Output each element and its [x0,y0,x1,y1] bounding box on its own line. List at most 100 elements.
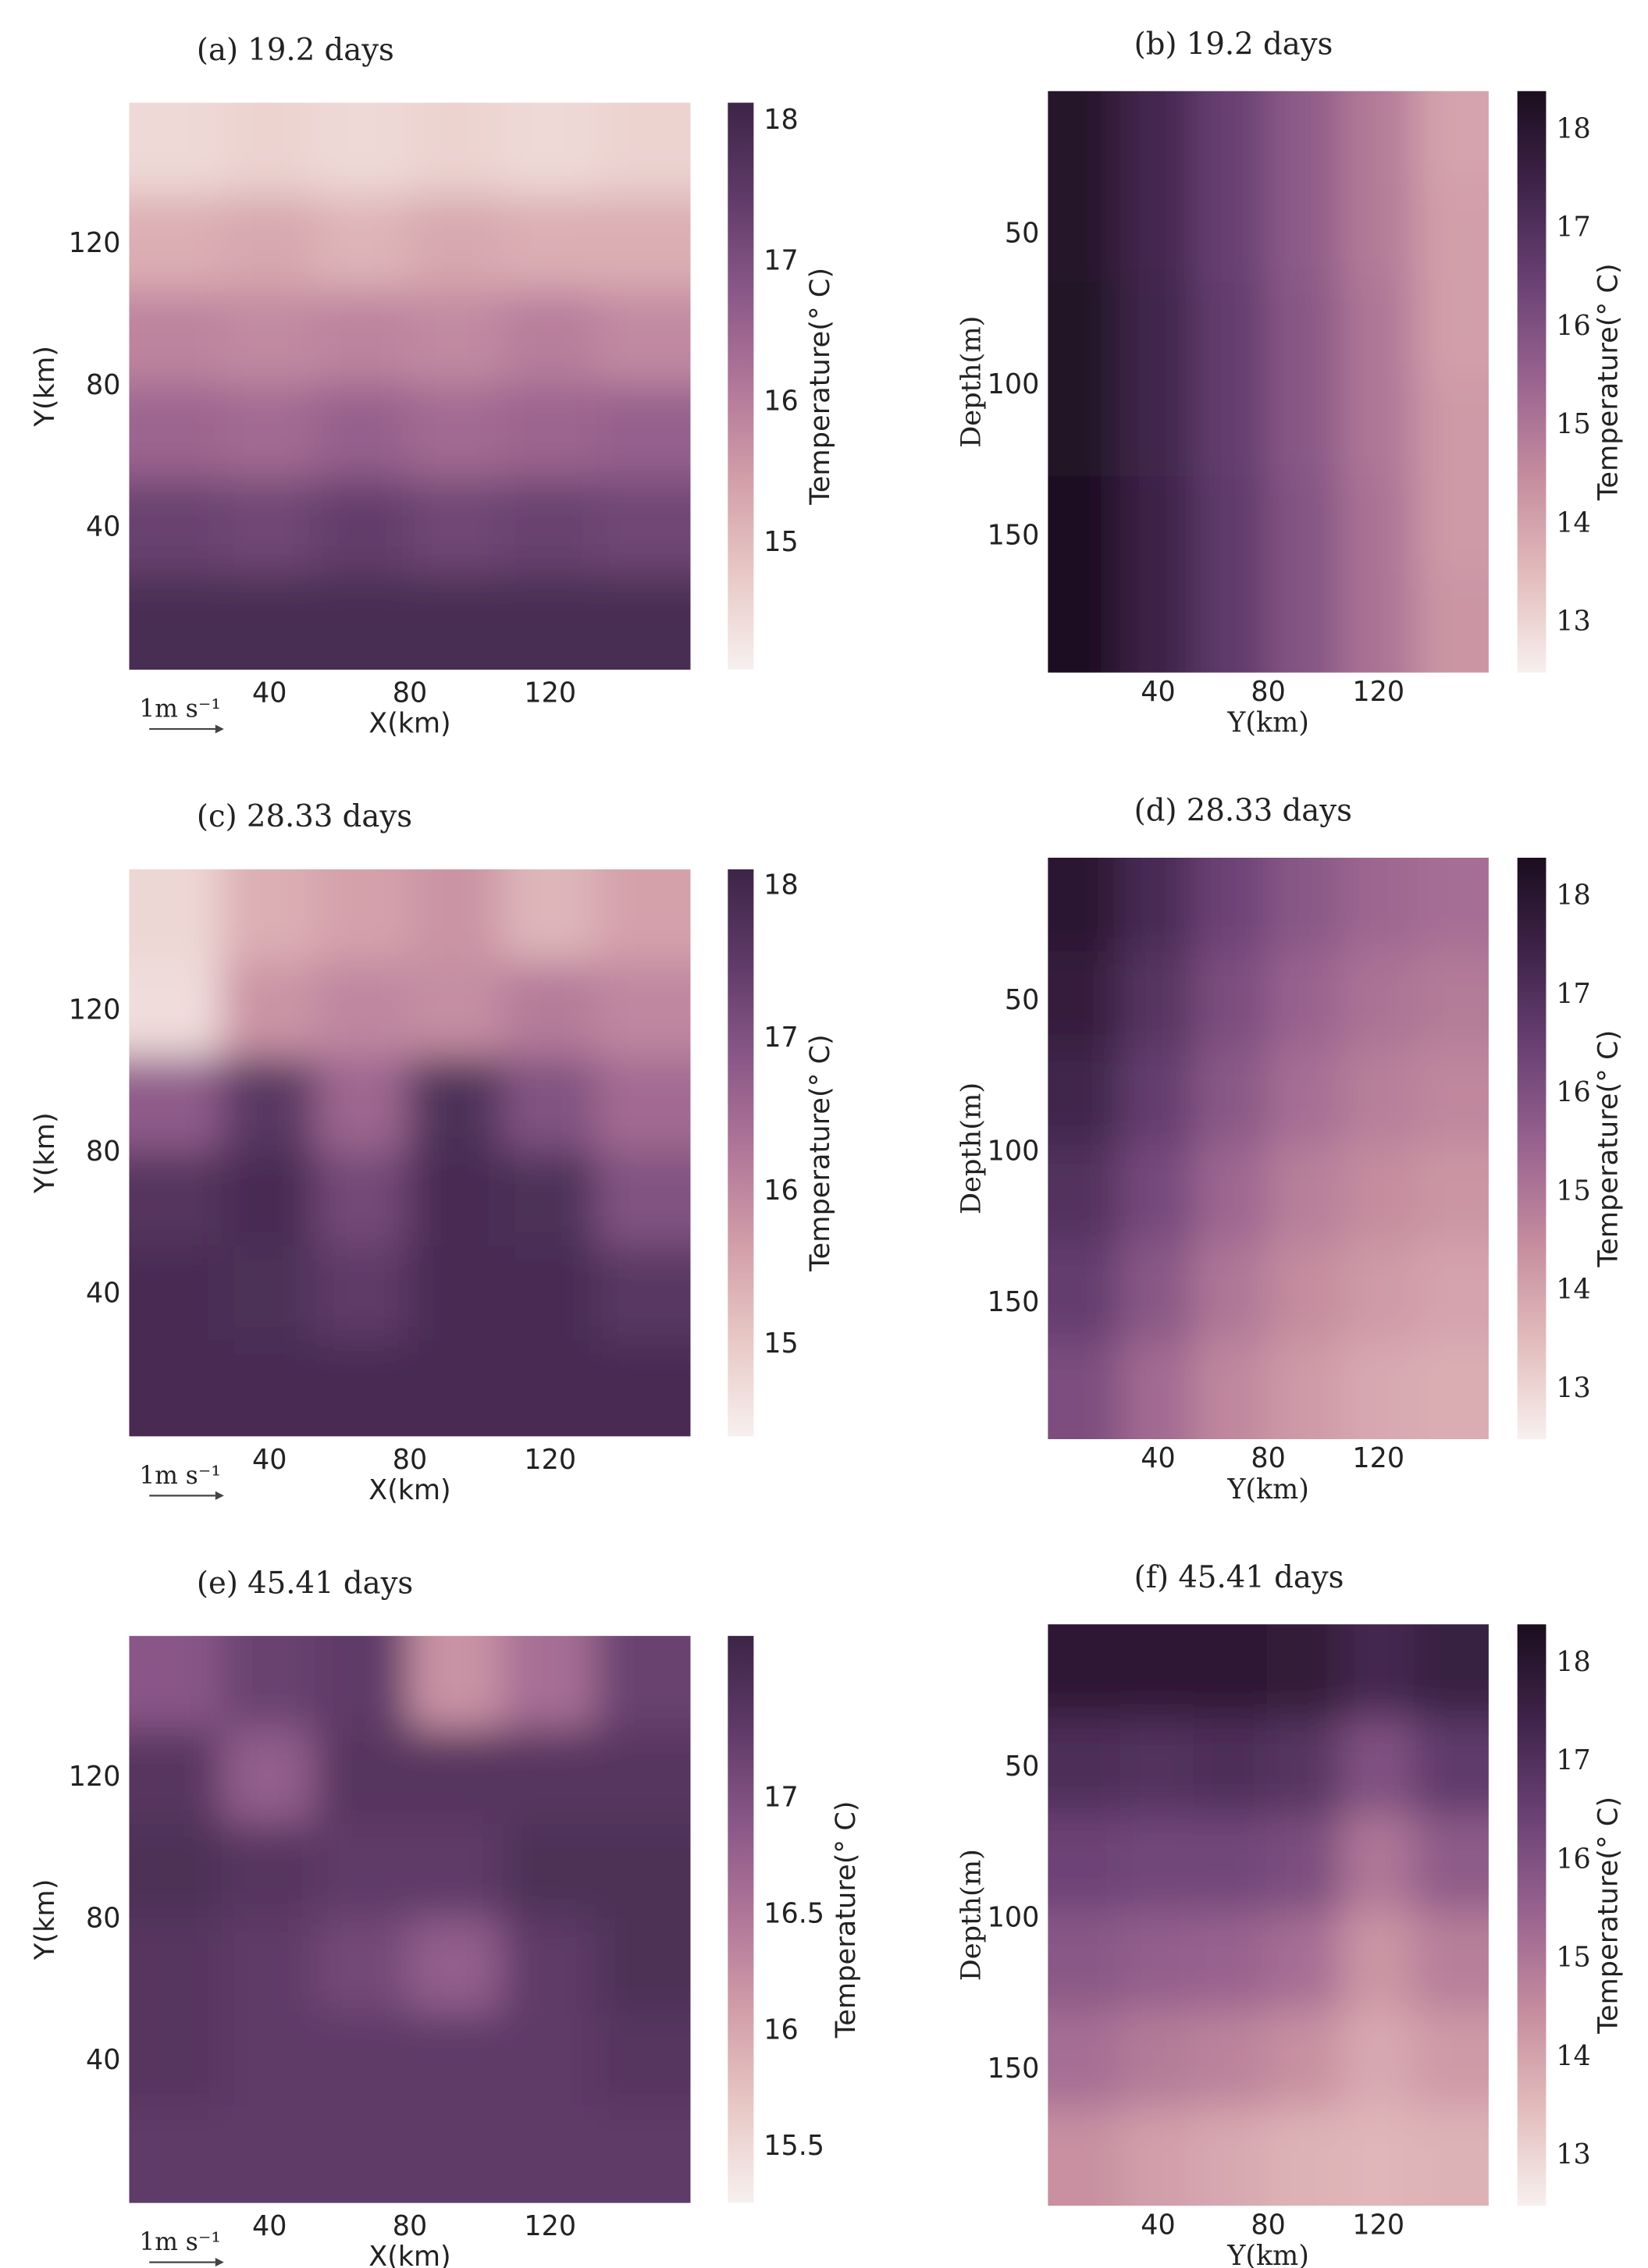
colorbar-tick-label: 15.5 [763,2130,824,2162]
field [41,1548,778,2268]
heat-cell [41,574,224,758]
colorbar-tick-label: 16 [763,385,798,417]
y-axis-label: Y(km) [29,346,61,428]
quiver-key-label: 1m s⁻¹ [139,1462,221,1490]
colorbar [1518,1624,1547,2206]
heat-cell [315,196,411,293]
heat-cell [408,2013,504,2110]
heat-cell [1120,1048,1197,1148]
heat-cell [1120,476,1197,577]
colorbar [1518,91,1547,673]
heat-cell [221,385,318,482]
y-axis-label: Depth(m) [956,1082,988,1214]
heat-cell [960,1243,1123,1344]
heat-cell [1194,282,1270,382]
heat-cell [1194,1048,1270,1148]
quiver-key-head [215,2258,224,2266]
y-tick-label: 50 [1005,1751,1039,1783]
heat-cell [221,1057,318,1154]
heat-cell [1120,1815,1197,1914]
x-tick-label: 120 [1352,676,1404,708]
colorbar-tick-label: 16 [763,1175,798,1207]
heat-cell [502,962,599,1060]
heat-cell [41,385,224,482]
colorbar-tick-label: 14 [1556,2040,1590,2072]
plot-area [960,768,1576,1527]
heat-cell [1120,574,1197,761]
heat-cell [960,951,1123,1051]
heat-cell [1120,185,1197,285]
colorbar-tick-label: 13 [1556,2138,1590,2170]
y-axis-label: Y(km) [29,1879,61,1961]
plot-area [960,1534,1576,2268]
colorbar-tick-label: 14 [1556,1274,1590,1306]
plot-area [41,781,778,1525]
heat-cell [408,1729,504,1826]
heat-cell [1340,2010,1417,2110]
heat-cell [502,1151,599,1249]
heat-cell [41,1823,224,1921]
heat-cell [41,290,224,388]
heat-cell [1267,476,1344,577]
heat-cell [221,1729,318,1826]
y-tick-label: 100 [988,1135,1040,1167]
heat-cell [315,2013,411,2110]
heat-cell [41,1151,224,1249]
colorbar-label: Temperature(° C) [830,1801,862,2039]
heat-cell [960,574,1123,761]
heat-cell [315,1918,411,2015]
colorbar-tick-label: 18 [1556,879,1590,911]
heat-cell [1414,574,1576,761]
heat-cell [1267,951,1344,1051]
colorbar-tick-label: 17 [1556,978,1590,1010]
y-tick-label: 150 [988,1286,1040,1318]
heat-cell [960,768,1123,954]
heat-cell [1120,2108,1197,2268]
colorbar-tick-label: 13 [1556,1372,1590,1404]
heat-cell [221,1823,318,1921]
colorbar [728,869,753,1437]
heat-cell [315,1246,411,1343]
heat-cell [960,185,1123,285]
colorbar-tick-label: 18 [763,104,798,136]
heat-cell [960,2010,1123,2110]
heat-cell [1414,379,1576,479]
heat-cell [1120,282,1197,382]
heat-cell [315,1823,411,1921]
x-tick-label: 120 [1352,2209,1404,2241]
heat-cell [221,1340,318,1524]
heat-cell [1414,282,1576,382]
heat-cell [1414,1145,1576,1246]
y-tick-label: 80 [86,1902,120,1934]
x-tick-label: 40 [1141,1442,1175,1474]
heat-cell [221,1246,318,1343]
heat-cell [221,2013,318,2110]
colorbar-tick-label: 17 [1556,211,1590,243]
x-tick-label: 80 [1251,2209,1285,2241]
heat-cell [1414,476,1576,577]
heat-cell [1194,2010,1270,2110]
y-tick-label: 120 [69,227,121,259]
colorbar-label: Temperature(° C) [1592,1030,1624,1268]
heat-cell [408,1548,504,1732]
heat-cell [1120,1911,1197,2012]
heat-cell [408,290,504,388]
colorbar-tick-label: 18 [1556,112,1590,144]
heat-cell [315,1057,411,1154]
x-tick-label: 80 [1251,676,1285,708]
colorbar-tick-label: 15 [1556,1175,1590,1207]
x-tick-label: 80 [393,1444,427,1476]
x-axis-label: Y(km) [1226,706,1309,738]
heat-cell [408,1823,504,1921]
heat-cell [1267,379,1344,479]
heat-cell [1414,1048,1576,1148]
heat-cell [1340,1341,1417,1527]
heat-cell [1194,951,1270,1051]
heat-cell [1414,1718,1576,1818]
heat-cell [960,1718,1123,1818]
plot-area [960,2,1576,761]
heat-cell [1267,1145,1344,1246]
heat-cell [41,1918,224,2015]
heat-cell [1414,1911,1576,2012]
colorbar-tick-label: 18 [763,869,798,901]
